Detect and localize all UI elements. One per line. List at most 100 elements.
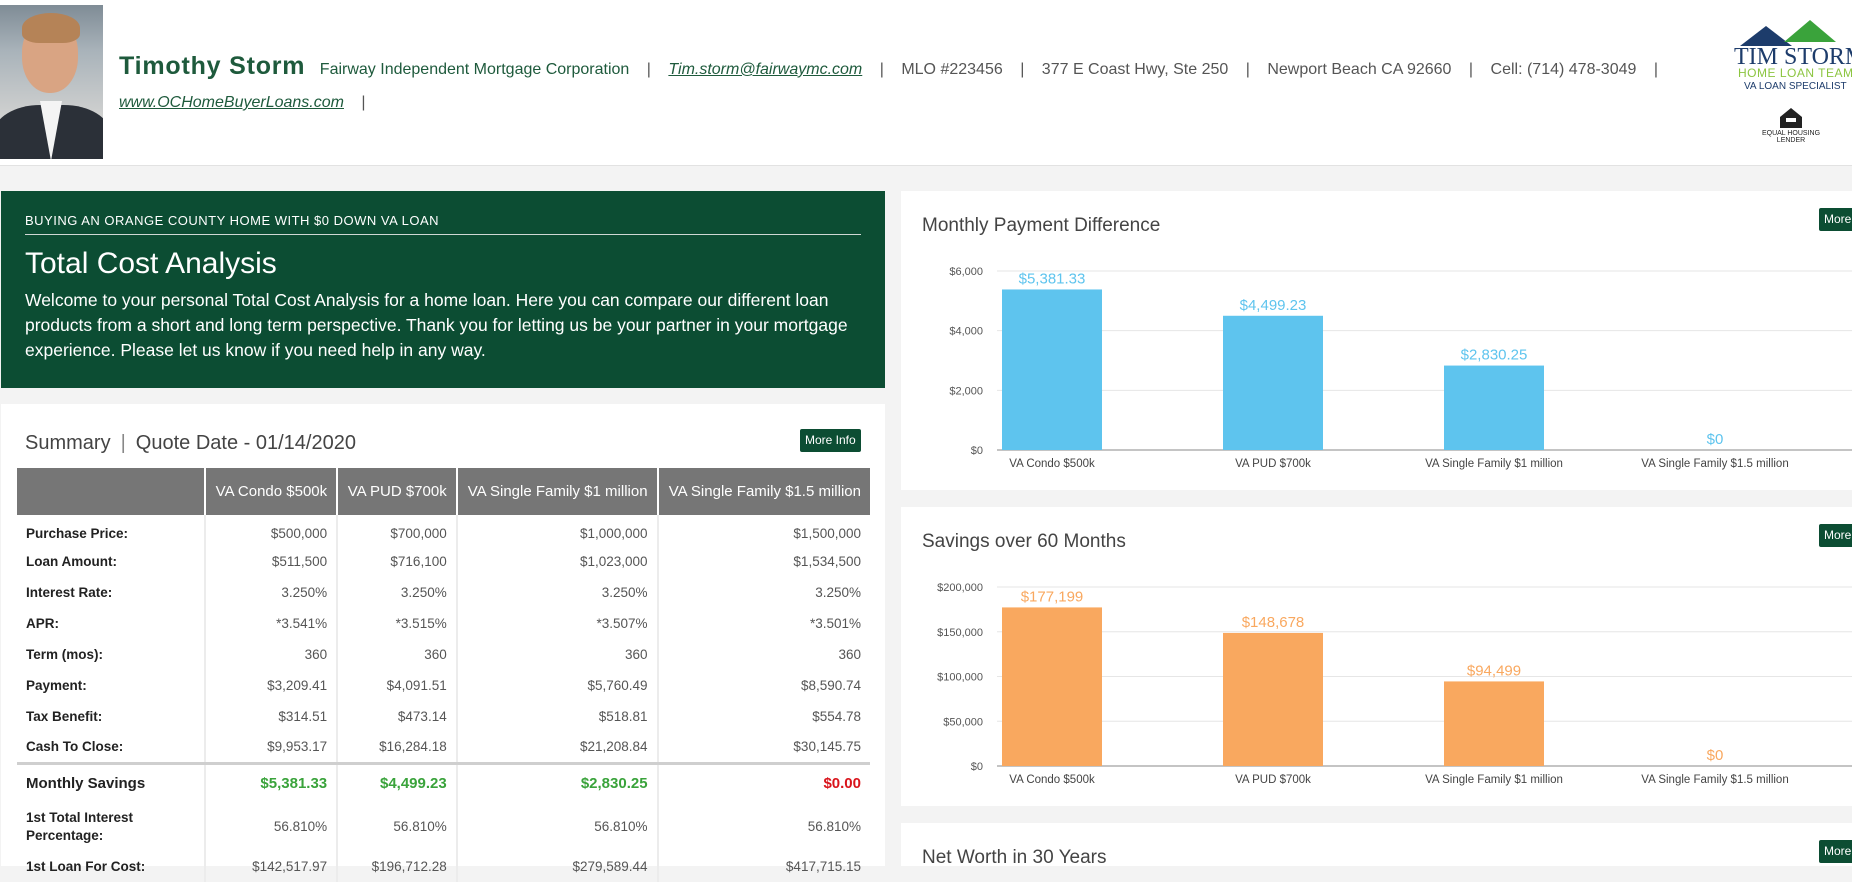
table-row: Purchase Price: $500,000 $700,000 $1,000… bbox=[17, 515, 870, 546]
x-tick-label: VA Single Family $1.5 million bbox=[1641, 774, 1788, 786]
savings-cell: $4,499.23 bbox=[337, 761, 458, 803]
y-tick-label: $150,000 bbox=[937, 627, 983, 639]
cell: $518.81 bbox=[456, 701, 659, 732]
savings-cell: $0.00 bbox=[657, 761, 870, 803]
cell: 56.810% bbox=[456, 803, 659, 851]
intro-eyebrow: BUYING AN ORANGE COUNTY HOME WITH $0 DOW… bbox=[25, 213, 861, 235]
quote-date: Quote Date - 01/14/2020 bbox=[135, 432, 356, 454]
cell: *3.541% bbox=[205, 608, 339, 639]
cell: $314.51 bbox=[205, 701, 339, 732]
x-tick-label: VA Single Family $1 million bbox=[1425, 458, 1563, 470]
cell: $30,145.75 bbox=[793, 739, 861, 755]
monthly-payment-chart: $0 $2,000 $4,000 $6,000 $5,381.33 VA Condo $5… bbox=[949, 266, 1852, 470]
cell: $16,284.18 bbox=[337, 732, 458, 763]
cell: 360 bbox=[337, 639, 458, 670]
y-tick-label: $6,000 bbox=[949, 266, 983, 278]
more-info-button[interactable]: More Info bbox=[800, 429, 861, 452]
row-label: 1st Loan For Cost: bbox=[17, 851, 206, 882]
table-row: Cash To Close: $9,953.17 $16,284.18 $21,… bbox=[17, 732, 870, 763]
cell: 56.810% bbox=[337, 803, 458, 851]
cell: $5,760.49 bbox=[456, 670, 659, 701]
cell: 3.250% bbox=[815, 585, 861, 600]
intro-banner: BUYING AN ORANGE COUNTY HOME WITH $0 DOW… bbox=[1, 191, 885, 388]
cell: 360 bbox=[205, 639, 339, 670]
data-label: $94,499 bbox=[1467, 662, 1521, 679]
cell: *3.501% bbox=[809, 616, 861, 631]
column-header: VA Condo $500k bbox=[205, 468, 339, 515]
bar bbox=[1444, 681, 1544, 766]
cell: $1,023,000 bbox=[456, 546, 659, 577]
data-label: $148,678 bbox=[1242, 614, 1305, 631]
savings-chart-card: $0 $50,000 $100,000 $150,000 $200,000 $177,19… bbox=[901, 507, 1852, 806]
row-label: Cash To Close: bbox=[17, 732, 206, 763]
data-label: $5,381.33 bbox=[1019, 270, 1086, 287]
cell: 56.810% bbox=[205, 803, 339, 851]
column-header: VA Single Family $1.5 million bbox=[657, 468, 870, 515]
y-tick-label: $0 bbox=[971, 445, 983, 457]
more-button[interactable]: More bbox=[1819, 840, 1852, 863]
table-row: Tax Benefit: $314.51 $473.14 $518.81 $55… bbox=[17, 701, 870, 732]
bar bbox=[1223, 315, 1323, 450]
equal-housing-icon: EQUAL HOUSING LENDER bbox=[1760, 108, 1822, 148]
table-row: 1st Loan For Cost: $142,517.97 $196,712.… bbox=[17, 851, 870, 882]
y-tick-label: $100,000 bbox=[937, 672, 983, 684]
x-tick-label: VA PUD $700k bbox=[1235, 458, 1311, 470]
bar bbox=[1444, 365, 1544, 450]
row-label: APR: bbox=[17, 608, 206, 639]
website-link[interactable]: www.OCHomeBuyerLoans.com bbox=[119, 94, 344, 111]
table-row: Term (mos): 360 360 360 360 bbox=[17, 639, 870, 670]
city: Newport Beach CA 92660 bbox=[1267, 61, 1452, 78]
email-link[interactable]: Tim.storm@fairwaymc.com bbox=[668, 61, 863, 78]
x-tick-label: VA Condo $500k bbox=[1009, 458, 1095, 470]
cell: 360 bbox=[838, 647, 861, 662]
savings-chart: $0 $50,000 $100,000 $150,000 $200,000 $177,19… bbox=[937, 582, 1852, 786]
net-worth-chart-card: Net Worth in 30 Years More bbox=[901, 823, 1852, 868]
cell: $196,712.28 bbox=[337, 851, 458, 882]
summary-card: Summary | Quote Date - 01/14/2020 More Inf… bbox=[1, 404, 885, 882]
data-label: $0 bbox=[1707, 747, 1724, 764]
avatar bbox=[0, 5, 103, 159]
more-button[interactable]: More bbox=[1819, 524, 1852, 547]
row-label: Purchase Price: bbox=[17, 515, 206, 546]
summary-title: Summary | Quote Date - 01/14/2020 bbox=[25, 432, 356, 454]
data-label: $4,499.23 bbox=[1240, 297, 1307, 314]
cell: 3.250% bbox=[205, 577, 339, 608]
cell: $142,517.97 bbox=[205, 851, 339, 882]
x-tick-label: VA PUD $700k bbox=[1235, 774, 1311, 786]
mlo-number: MLO #223456 bbox=[901, 61, 1003, 78]
row-label: Interest Rate: bbox=[17, 577, 206, 608]
cell: 360 bbox=[456, 639, 659, 670]
page-header: Timothy Storm Fairway Independent Mortga… bbox=[0, 0, 1852, 166]
chart-title: Monthly Payment Difference bbox=[922, 215, 1161, 236]
cell-phone: Cell: (714) 478-3049 bbox=[1490, 61, 1637, 78]
table-row: APR: *3.541% *3.515% *3.507% *3.501% bbox=[17, 608, 870, 639]
x-tick-label: VA Single Family $1.5 million bbox=[1641, 458, 1788, 470]
y-tick-label: $2,000 bbox=[949, 385, 983, 397]
column-header: VA PUD $700k bbox=[337, 468, 458, 515]
cell: $1,534,500 bbox=[793, 554, 861, 569]
table-header-row: VA Condo $500k VA PUD $700k VA Single Fa… bbox=[17, 468, 870, 515]
cell: $1,000,000 bbox=[456, 515, 659, 546]
chart-title: Net Worth in 30 Years bbox=[922, 847, 1107, 868]
savings-cell: $5,381.33 bbox=[205, 761, 339, 803]
cell: 3.250% bbox=[337, 577, 458, 608]
monthly-payment-chart-card: $0 $2,000 $4,000 $6,000 $5,381.33 VA Condo $5… bbox=[901, 191, 1852, 490]
cell: $554.78 bbox=[812, 709, 861, 724]
more-button[interactable]: More bbox=[1819, 208, 1852, 231]
address: 377 E Coast Hwy, Ste 250 bbox=[1041, 61, 1229, 78]
agent-name: Timothy Storm bbox=[119, 52, 306, 80]
row-label: Loan Amount: bbox=[17, 546, 206, 577]
row-label: Term (mos): bbox=[17, 639, 206, 670]
table-header-blank bbox=[17, 468, 206, 515]
table-row: Interest Rate: 3.250% 3.250% 3.250% 3.25… bbox=[17, 577, 870, 608]
cell: $473.14 bbox=[337, 701, 458, 732]
cell: $716,100 bbox=[337, 546, 458, 577]
team-logo: TIM STORM HOME LOAN TEAM VA LOAN SPECIAL… bbox=[1734, 20, 1852, 98]
cell: $8,590.74 bbox=[800, 678, 861, 693]
savings-cell: $2,830.25 bbox=[456, 761, 659, 803]
y-tick-label: $50,000 bbox=[943, 716, 983, 728]
interest-percentage-row: 1st Total Interest Percentage: 56.810% 5… bbox=[17, 803, 870, 851]
bar bbox=[1002, 607, 1102, 766]
page-title: Total Cost Analysis bbox=[25, 247, 277, 280]
row-label: Payment: bbox=[17, 670, 206, 701]
